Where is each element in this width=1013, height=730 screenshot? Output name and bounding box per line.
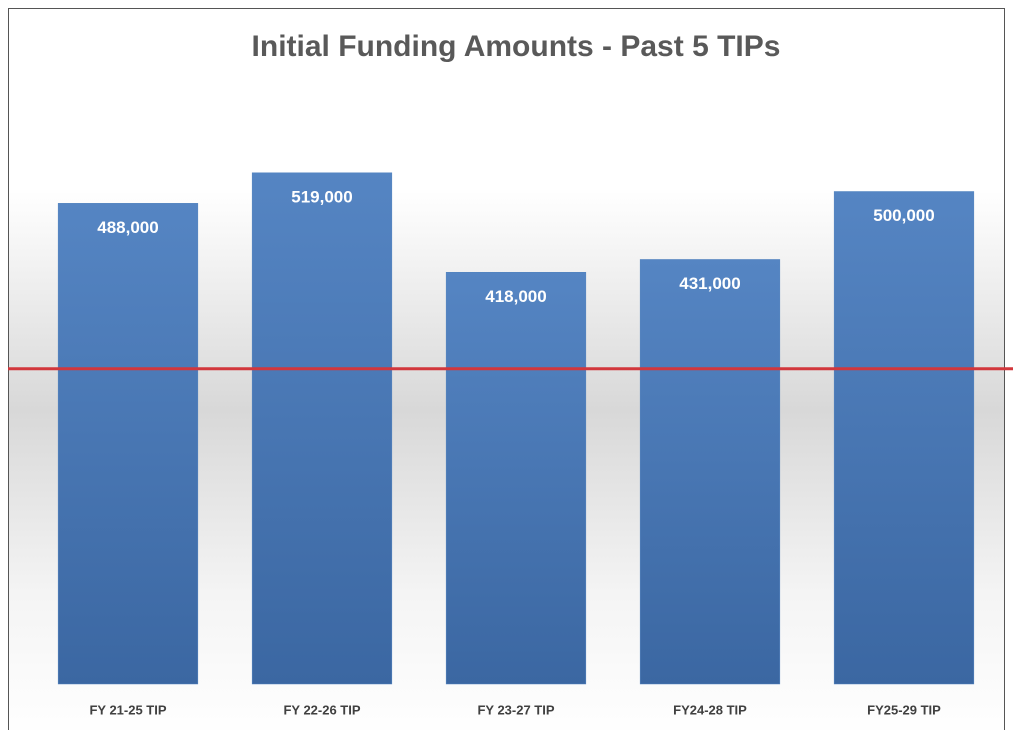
- x-tick-label: FY 22-26 TIP: [283, 702, 360, 717]
- x-tick-label: FY 21-25 TIP: [89, 702, 166, 717]
- data-label: 431,000: [679, 274, 740, 293]
- x-tick-label: FY25-29 TIP: [867, 702, 941, 717]
- bar: [639, 259, 781, 685]
- bar: [445, 272, 587, 685]
- bar: [57, 203, 199, 685]
- bar: [833, 191, 975, 685]
- data-label: 418,000: [485, 287, 546, 306]
- x-tick-label: FY 23-27 TIP: [477, 702, 554, 717]
- bar: [251, 172, 393, 685]
- data-label: 488,000: [97, 218, 158, 237]
- x-tick-label: FY24-28 TIP: [673, 702, 747, 717]
- data-label: 519,000: [291, 187, 352, 206]
- chart-title: Initial Funding Amounts - Past 5 TIPs: [252, 30, 781, 63]
- data-label: 500,000: [873, 206, 934, 225]
